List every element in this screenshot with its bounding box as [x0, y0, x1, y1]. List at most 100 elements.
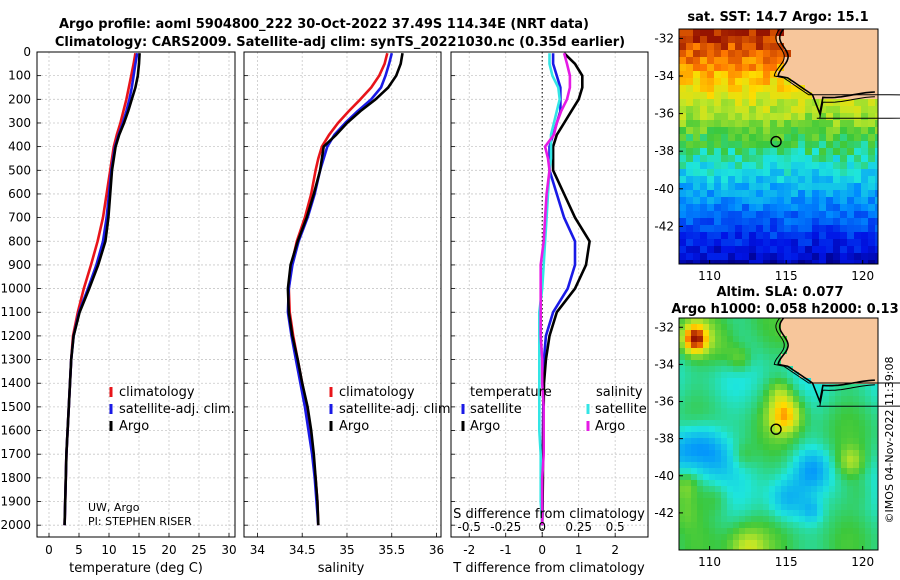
map-cell — [697, 480, 704, 487]
map-cell — [709, 390, 716, 397]
map-cell — [685, 330, 692, 337]
map-cell — [823, 516, 830, 523]
map-cell — [714, 127, 722, 135]
map-cell — [715, 456, 722, 463]
map-cell — [861, 155, 869, 163]
map-cell — [833, 64, 841, 72]
map-cell — [812, 239, 820, 247]
map-cell — [826, 141, 834, 149]
map-cell — [686, 99, 694, 107]
map-cell — [805, 540, 812, 547]
map-cell — [763, 211, 771, 219]
map-cell — [715, 480, 722, 487]
map-cell — [709, 462, 716, 469]
map-cell — [686, 120, 694, 128]
map-cell — [685, 396, 692, 403]
map-cell — [787, 426, 794, 433]
map-cell — [697, 330, 704, 337]
map-cell — [847, 29, 855, 37]
map-cell — [757, 330, 764, 337]
map-cell — [811, 540, 818, 547]
map-cell — [728, 197, 736, 205]
map-cell — [854, 246, 862, 254]
map-cell — [811, 348, 818, 355]
map-cell — [861, 71, 869, 79]
x-tick-label: -2 — [463, 543, 475, 557]
map-cell — [697, 390, 704, 397]
map-cell — [727, 516, 734, 523]
map-cell — [728, 225, 736, 233]
map-cell — [745, 498, 752, 505]
map-cell — [709, 498, 716, 505]
map-cell — [811, 510, 818, 517]
map-cell — [751, 408, 758, 415]
map-cell — [733, 420, 740, 427]
map-cell — [781, 426, 788, 433]
map-cell — [703, 378, 710, 385]
map-cell — [787, 498, 794, 505]
map-cell — [709, 420, 716, 427]
map-cell — [686, 36, 694, 44]
map-cell — [787, 486, 794, 493]
map-cell — [833, 92, 841, 100]
map-cell — [826, 239, 834, 247]
map-cell — [805, 342, 812, 349]
map-cell — [799, 402, 806, 409]
map-cell — [715, 510, 722, 517]
map-cell — [781, 348, 788, 355]
map-cell — [757, 426, 764, 433]
map-cell — [811, 486, 818, 493]
map-cell — [721, 528, 728, 535]
map-cell — [791, 155, 799, 163]
map-cell — [769, 324, 776, 331]
figure-title-line1: Argo profile: aoml 5904800_222 30-Oct-20… — [59, 17, 589, 32]
map-cell — [700, 71, 708, 79]
map-cell — [853, 420, 860, 427]
map-cell — [763, 36, 771, 44]
map-cell — [769, 384, 776, 391]
map-cell — [840, 64, 848, 72]
map-cell — [714, 141, 722, 149]
map-cell — [707, 169, 715, 177]
map-cell — [853, 396, 860, 403]
map-cell — [735, 106, 743, 114]
map-cell — [742, 253, 750, 261]
map-cell — [751, 384, 758, 391]
map-cell — [756, 134, 764, 142]
map-cell — [693, 127, 701, 135]
map-cell — [798, 190, 806, 198]
map-cell — [700, 211, 708, 219]
map-cell — [841, 366, 848, 373]
map-cell — [823, 318, 830, 325]
map-cell — [791, 190, 799, 198]
map-cell — [742, 190, 750, 198]
map-cell — [739, 396, 746, 403]
map-cell — [817, 456, 824, 463]
map-cell — [791, 85, 799, 93]
map-cell — [763, 468, 770, 475]
map-cell — [679, 92, 687, 100]
map-cell — [728, 253, 736, 261]
map-cell — [861, 197, 869, 205]
x-tick-label: 120 — [851, 555, 874, 569]
map-cell — [700, 106, 708, 114]
map-cell — [805, 510, 812, 517]
map-cell — [853, 516, 860, 523]
map-cell — [847, 120, 855, 128]
map-cell — [679, 480, 686, 487]
map-cell — [745, 318, 752, 325]
map-cell — [787, 378, 794, 385]
map-cell — [775, 432, 782, 439]
map-cell — [703, 432, 710, 439]
map-cell — [865, 444, 872, 451]
map-cell — [742, 211, 750, 219]
map-cell — [784, 225, 792, 233]
x-tick-label: 120 — [851, 269, 874, 283]
map-cell — [819, 246, 827, 254]
map-cell — [840, 134, 848, 142]
map-cell — [840, 106, 848, 114]
map-cell — [805, 378, 812, 385]
map-cell — [865, 384, 872, 391]
map-cell — [781, 444, 788, 451]
map-cell — [733, 540, 740, 547]
